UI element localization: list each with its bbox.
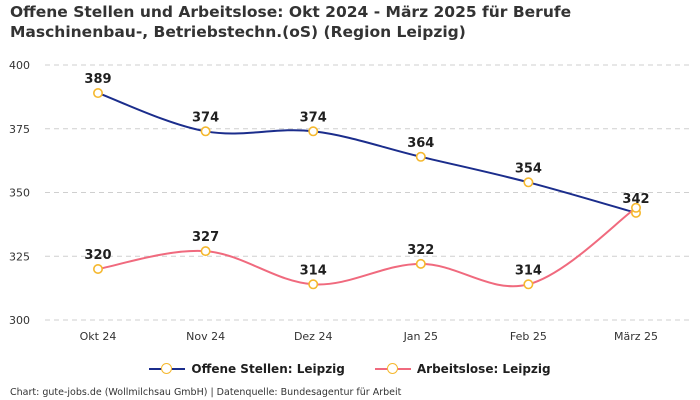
series-markers (93, 88, 641, 290)
x-tick-label: Jan 25 (403, 330, 438, 343)
x-axis: Okt 24 Nov 24 Dez 24 Jan 25 Feb 25 März 25 (80, 330, 658, 343)
legend: Offene Stellen: Leipzig Arbeitslose: Lei… (0, 362, 700, 376)
data-label: 374 (300, 110, 327, 125)
data-point[interactable] (415, 258, 426, 269)
data-label: 354 (515, 161, 542, 176)
legend-swatch-arbeitslose (374, 363, 411, 375)
x-tick-label: Dez 24 (294, 330, 333, 343)
data-label: 322 (407, 243, 434, 258)
legend-item-arbeitslose[interactable]: Arbeitslose: Leipzig (374, 362, 551, 376)
legend-item-offene-stellen[interactable]: Offene Stellen: Leipzig (149, 362, 345, 376)
legend-swatch-offene-stellen (149, 363, 186, 375)
legend-label-arbeitslose: Arbeitslose: Leipzig (416, 362, 551, 376)
data-point[interactable] (93, 88, 104, 99)
data-label: 389 (84, 72, 111, 87)
data-label: 342 (622, 192, 649, 207)
data-point[interactable] (415, 151, 426, 162)
x-tick-label: März 25 (614, 330, 658, 343)
data-label: 374 (192, 110, 219, 125)
data-label: 320 (84, 248, 111, 263)
grid-lines (45, 64, 690, 321)
data-label: 327 (192, 230, 219, 245)
data-label: 314 (300, 263, 327, 278)
x-tick-label: Okt 24 (80, 330, 117, 343)
x-tick-label: Feb 25 (510, 330, 547, 343)
data-point[interactable] (523, 177, 534, 188)
data-point[interactable] (308, 126, 319, 137)
data-point[interactable] (630, 202, 641, 213)
source-footer: Chart: gute-jobs.de (Wollmilchsau GmbH) … (10, 387, 402, 398)
data-point[interactable] (200, 246, 211, 257)
y-axis: 300 325 350 375 400 (9, 59, 30, 327)
y-tick-label: 350 (9, 187, 30, 200)
data-point[interactable] (93, 263, 104, 274)
legend-label-offene-stellen: Offene Stellen: Leipzig (191, 362, 345, 376)
x-tick-label: Nov 24 (186, 330, 225, 343)
data-label: 314 (515, 263, 542, 278)
data-label: 364 (407, 136, 434, 151)
series-lines (97, 92, 637, 288)
series-line-1 (97, 206, 637, 288)
data-labels: 389 374 374 364 354 342 320 327 314 322 314 (84, 72, 649, 278)
y-tick-label: 400 (9, 59, 30, 72)
data-point[interactable] (308, 279, 319, 290)
chart-title: Offene Stellen und Arbeitslose: Okt 2024… (10, 3, 572, 41)
y-tick-label: 300 (9, 314, 30, 327)
y-tick-label: 325 (9, 250, 30, 263)
series-line-0 (97, 92, 637, 214)
data-point[interactable] (523, 279, 534, 290)
y-tick-label: 375 (9, 123, 30, 136)
data-point[interactable] (200, 126, 211, 137)
